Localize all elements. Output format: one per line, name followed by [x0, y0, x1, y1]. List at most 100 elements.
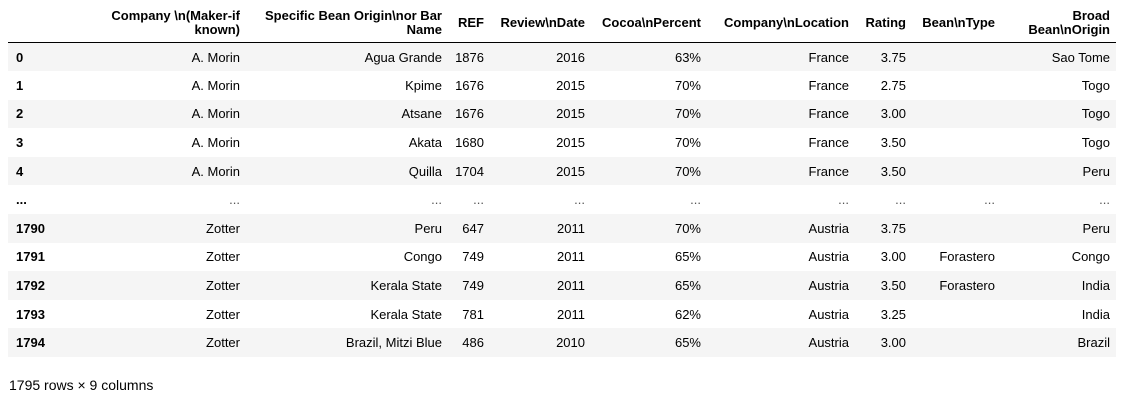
- table-cell: 3.00: [880, 249, 906, 265]
- table-cell: Kerala State: [370, 306, 442, 322]
- header-row: Company \n(Maker-if known) Specific Bean…: [8, 4, 1116, 43]
- table-cell: 2015: [556, 135, 585, 151]
- table-header: Company \n(Maker-if known) Specific Bean…: [8, 4, 1116, 43]
- row-index: 1794: [16, 335, 45, 351]
- table-cell: France: [808, 135, 849, 151]
- table-cell: Forastero: [939, 249, 995, 265]
- column-header: Specific Bean Origin\nor Bar Name: [246, 4, 448, 43]
- table-cell: ...: [431, 192, 442, 208]
- table-cell: 2015: [556, 163, 585, 179]
- table-row: 1793 Zotter Kerala State 781 2011 62% Austria 3…: [8, 300, 1116, 329]
- row-index: 1: [16, 77, 24, 93]
- table-row: ..............................: [8, 185, 1116, 214]
- table-cell: Austria: [808, 306, 849, 322]
- table-cell: Quilla: [408, 163, 442, 179]
- table-cell: 2010: [556, 335, 585, 351]
- table-cell: Togo: [1081, 77, 1110, 93]
- table-row: 2 A. Morin Atsane 1676 2015 70% France 3.00 Togo: [8, 99, 1116, 129]
- table-cell: 3.75: [880, 49, 906, 65]
- table-cell: A. Morin: [191, 135, 240, 151]
- table-cell: Zotter: [206, 220, 240, 236]
- table-cell: [912, 128, 1001, 157]
- table-cell: 70%: [674, 135, 701, 151]
- table-cell: 3.00: [880, 106, 906, 122]
- table-cell: India: [1081, 306, 1110, 322]
- column-header: Company\nLocation: [707, 4, 855, 43]
- table-cell: 486: [462, 335, 484, 351]
- table-cell: 65%: [674, 249, 701, 265]
- table-cell: Atsane: [401, 106, 442, 122]
- table-cell: A. Morin: [191, 49, 240, 65]
- table-cell: Austria: [808, 335, 849, 351]
- table-cell: A. Morin: [191, 163, 240, 179]
- table-cell: 1680: [455, 135, 484, 151]
- table-cell: France: [808, 49, 849, 65]
- table-cell: 2011: [557, 306, 585, 322]
- table-cell: India: [1081, 278, 1110, 294]
- table-cell: 781: [462, 306, 484, 322]
- table-cell: ...: [895, 192, 906, 208]
- table-cell: ...: [473, 192, 484, 208]
- table-cell: 3.00: [880, 335, 906, 351]
- table-cell: Kpime: [405, 77, 442, 93]
- table-cell: Austria: [808, 278, 849, 294]
- table-row: 1 A. Morin Kpime 1676 2015 70% France 2.75 Togo: [8, 71, 1116, 100]
- column-header: Company \n(Maker-if known): [60, 4, 246, 43]
- table-cell: 2011: [557, 278, 585, 294]
- table-cell: 3.50: [880, 278, 906, 294]
- row-index: ...: [16, 192, 27, 208]
- table-cell: Togo: [1081, 135, 1110, 151]
- table-cell: France: [808, 106, 849, 122]
- table-cell: Brazil: [1077, 335, 1110, 351]
- table-cell: [912, 214, 1001, 243]
- table-cell: ...: [838, 192, 849, 208]
- table-cell: ...: [1099, 192, 1110, 208]
- table-cell: Peru: [1082, 163, 1110, 179]
- table-cell: 65%: [674, 278, 701, 294]
- row-index: 3: [16, 135, 24, 151]
- table-cell: 65%: [674, 335, 701, 351]
- table-cell: 2011: [557, 220, 585, 236]
- table-cell: Congo: [403, 249, 442, 265]
- column-header: Rating: [855, 4, 912, 43]
- table-row: 1792 Zotter Kerala State 749 2011 65% Austria 3…: [8, 271, 1116, 300]
- table-cell: [912, 100, 1001, 129]
- table-cell: ...: [574, 192, 585, 208]
- column-header: Broad Bean\nOrigin: [1001, 4, 1116, 43]
- column-header: Cocoa\nPercent: [591, 4, 707, 43]
- table-row: 4 A. Morin Quilla 1704 2015 70% France 3.50 Peru: [8, 156, 1116, 186]
- table-cell: 749: [462, 249, 484, 265]
- table-cell: 1676: [455, 77, 484, 93]
- column-header: Bean\nType: [912, 4, 1001, 43]
- table-row: 1791 Zotter Congo 749 2011 65% Austria 3.00 Fora…: [8, 243, 1116, 272]
- table-cell: 2015: [556, 77, 585, 93]
- table-body: 0 A. Morin Agua Grande 1876 2016 63% France 3.7…: [8, 42, 1116, 358]
- table-cell: ...: [984, 192, 995, 208]
- row-index: 1791: [16, 249, 45, 265]
- table-cell: 62%: [674, 306, 701, 322]
- table-cell: [912, 157, 1001, 186]
- table-cell: A. Morin: [191, 106, 240, 122]
- row-index: 1790: [16, 220, 45, 236]
- row-index: 2: [16, 106, 24, 122]
- table-cell: 70%: [674, 106, 701, 122]
- table-row: 1794 Zotter Brazil, Mitzi Blue 486 2010 65% Au…: [8, 328, 1116, 358]
- table-cell: ...: [229, 192, 240, 208]
- table-cell: 2.75: [880, 77, 906, 93]
- table-cell: Zotter: [206, 249, 240, 265]
- table-cell: 3.50: [880, 163, 906, 179]
- table-cell: [912, 300, 1001, 329]
- table-cell: 647: [462, 220, 484, 236]
- table-cell: 3.75: [880, 220, 906, 236]
- table-cell: Austria: [808, 249, 849, 265]
- table-cell: 3.25: [880, 306, 906, 322]
- table-cell: [912, 43, 1001, 72]
- table-cell: 1704: [455, 163, 484, 179]
- row-index: 1792: [16, 278, 45, 294]
- table-cell: 749: [462, 278, 484, 294]
- table-cell: Sao Tome: [1051, 49, 1110, 65]
- table-cell: [912, 328, 1001, 357]
- table-cell: 70%: [674, 77, 701, 93]
- table-cell: Peru: [1082, 220, 1110, 236]
